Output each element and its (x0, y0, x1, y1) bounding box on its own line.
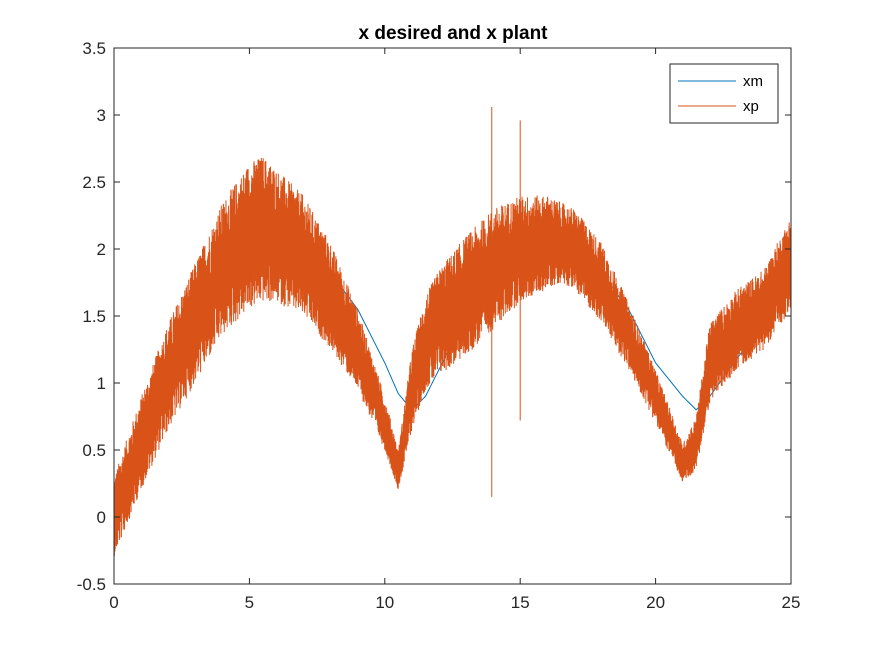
y-tick-label: 1 (97, 374, 106, 393)
y-tick-label: 2.5 (82, 173, 106, 192)
ticks-layer: 0 5 10 15 20 25-0.500.511.522.533.5 (77, 39, 801, 612)
series-layer (114, 106, 791, 557)
x-tick-label: 15 (511, 593, 530, 612)
x-tick-label: 25 (782, 593, 801, 612)
x-tick-label: 0 (109, 593, 118, 612)
legend-box (669, 63, 779, 124)
y-tick-label: 2 (97, 240, 106, 259)
plot-area: 0 5 10 15 20 25-0.500.511.522.533.5 (77, 39, 801, 612)
series-line-xp (114, 157, 791, 557)
y-tick-label: 3.5 (82, 39, 106, 58)
x-tick-label: 5 (245, 593, 254, 612)
y-tick-label: 1.5 (82, 307, 106, 326)
x-tick-label: 10 (375, 593, 394, 612)
y-tick-label: -0.5 (77, 575, 106, 594)
y-tick-label: 0.5 (82, 441, 106, 460)
chart-title: x desired and x plant (359, 23, 549, 44)
legend-label-xp: xp (743, 98, 759, 115)
x-tick-label: 20 (646, 593, 665, 612)
legend-label-xm: xm (743, 73, 763, 90)
legend: xm xp (669, 63, 779, 124)
y-tick-label: 0 (97, 508, 106, 527)
y-tick-label: 3 (97, 106, 106, 125)
